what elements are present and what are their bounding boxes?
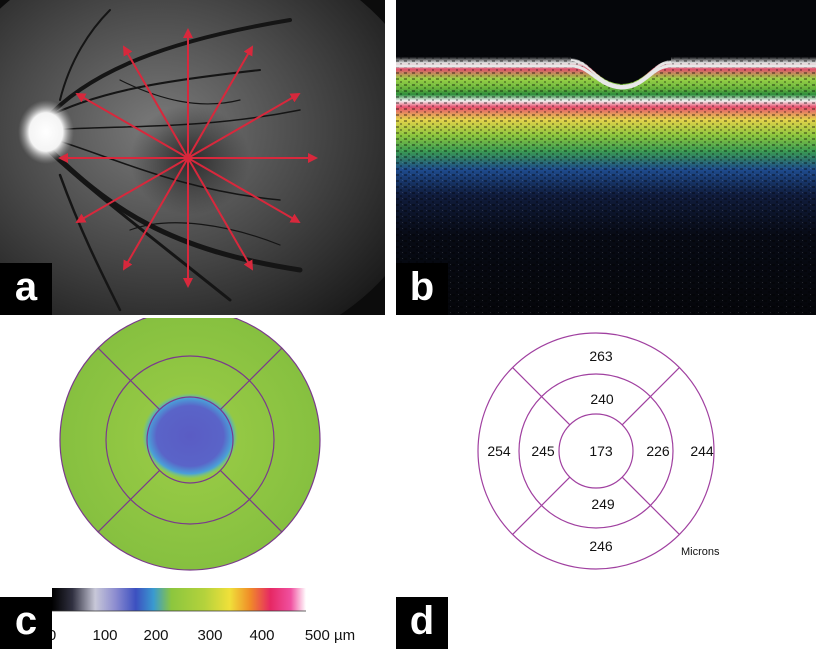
panel-letter-d: d <box>396 597 448 649</box>
thickness-colorbar <box>52 588 306 611</box>
thickness-color-map-panel: 0 100 200 300 400 500 µm c <box>0 318 396 649</box>
colorbar-tick-400: 400 <box>249 627 274 644</box>
panel-letter-a: a <box>0 263 52 315</box>
inner-nasal-value: 226 <box>646 443 670 459</box>
optic-disc <box>18 100 74 164</box>
fundus-image <box>0 0 385 315</box>
outer-inferior-value: 246 <box>589 538 613 554</box>
scan-line-120-b <box>187 45 253 159</box>
foveal-thin-region <box>142 393 238 479</box>
fundus-image-panel: a <box>0 0 385 315</box>
colorbar-tick-0: 0 <box>48 627 56 644</box>
thickness-values-panel: 263 254 246 244 240 245 249 226 173 Micr… <box>396 318 816 649</box>
thickness-color-map: 0 100 200 300 400 500 µm <box>48 318 355 644</box>
scan-line-60-b <box>123 45 189 159</box>
outer-nasal-value: 244 <box>690 443 714 459</box>
colorbar-tick-200: 200 <box>143 627 168 644</box>
inner-superior-value: 240 <box>590 391 614 407</box>
outer-superior-value: 263 <box>589 348 613 364</box>
unit-label: Microns <box>681 546 720 558</box>
inner-inferior-value: 249 <box>591 496 615 512</box>
scan-line-150-a <box>75 157 189 224</box>
etdrs-grid-overlay <box>59 318 321 571</box>
center-value: 173 <box>589 443 613 459</box>
colorbar-tick-300: 300 <box>197 627 222 644</box>
colorbar-tick-labels: 0 100 200 300 400 500 µm <box>48 627 355 644</box>
scan-line-60-a <box>187 157 253 271</box>
panel-letter-c: c <box>0 597 52 649</box>
retinal-vessels <box>42 9 303 312</box>
retina-surface-line <box>396 64 816 90</box>
scan-line-30-b <box>75 92 189 159</box>
radial-scan-lines <box>58 28 318 288</box>
colorbar-tick-100: 100 <box>92 627 117 644</box>
scan-line-30-a <box>187 157 301 223</box>
colorbar-tick-500: 500 µm <box>305 627 355 644</box>
oct-cross-section <box>396 0 816 315</box>
scan-line-150-b <box>187 93 301 159</box>
etdrs-rings <box>477 332 715 570</box>
inner-temporal-value: 245 <box>531 443 555 459</box>
panel-letter-b: b <box>396 263 448 315</box>
thickness-values-grid: 263 254 246 244 240 245 249 226 173 Micr… <box>477 332 720 570</box>
scan-line-120-a <box>123 157 189 271</box>
oct-scan-panel: b <box>396 0 816 315</box>
outer-temporal-value: 254 <box>487 443 511 459</box>
